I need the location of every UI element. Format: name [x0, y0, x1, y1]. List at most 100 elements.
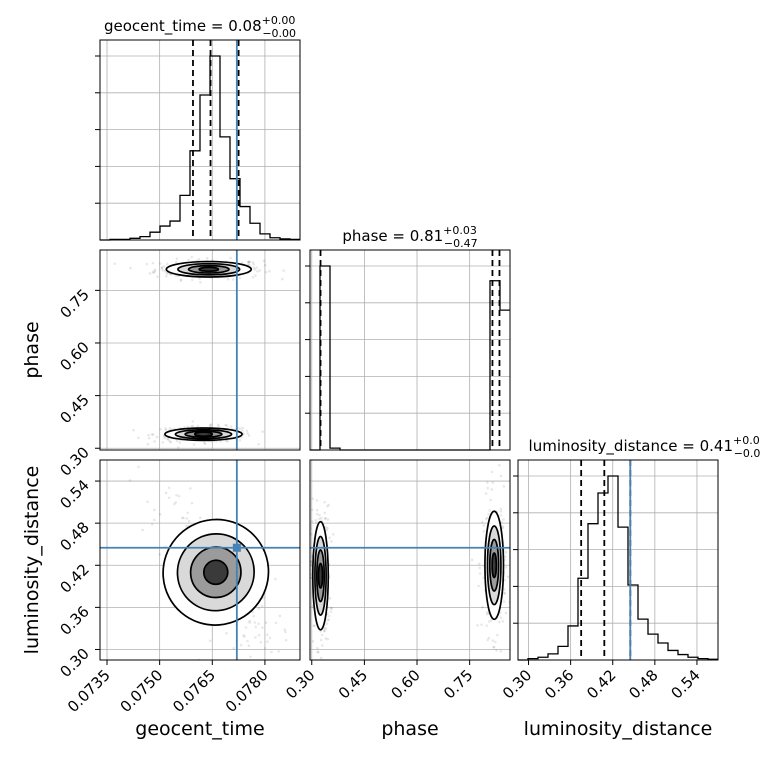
sample-point: [490, 470, 494, 474]
sample-point: [160, 266, 164, 270]
y-tick-label: 0.60: [56, 338, 92, 374]
sample-point: [482, 576, 485, 580]
sample-point: [253, 621, 257, 624]
sample-point: [164, 491, 168, 495]
sample-point: [486, 481, 489, 484]
sample-point: [486, 486, 490, 490]
sample-point: [192, 443, 196, 446]
sample-point: [257, 622, 260, 626]
sample-point: [182, 516, 185, 520]
sample-point: [501, 525, 505, 528]
y-tick-label: 0.45: [56, 391, 92, 427]
sample-point: [251, 260, 255, 264]
sample-point: [330, 606, 334, 610]
histogram-luminosity_distance: [518, 475, 718, 661]
sample-point: [484, 517, 488, 521]
sample-point: [323, 629, 326, 632]
sample-point: [274, 621, 278, 625]
sample-point: [329, 610, 333, 613]
sample-point: [485, 612, 489, 616]
x-tick-label: 0.45: [335, 666, 371, 702]
sample-point: [304, 561, 307, 564]
sample-point: [477, 562, 481, 566]
sample-point: [137, 465, 140, 469]
sample-point: [202, 441, 206, 445]
sample-point: [478, 572, 482, 575]
sample-point: [503, 592, 507, 595]
sample-point: [322, 629, 326, 633]
x-axis-luminosity_distance: 0.30 0.36 0.42 0.48 0.54 luminosity_distance: [499, 660, 712, 740]
sample-point: [495, 633, 499, 637]
x-axis-label-geocent_time: geocent_time: [135, 718, 264, 740]
sample-point: [501, 619, 505, 623]
sample-point: [169, 440, 173, 444]
sample-point: [499, 649, 503, 653]
sample-point: [146, 500, 149, 504]
sample-point: [197, 258, 201, 261]
sample-point: [168, 427, 172, 430]
sample-point: [173, 502, 176, 506]
sample-point: [487, 512, 490, 516]
diag-panel-luminosity_distance: luminosity_distance = 0.41+0.04−0.03: [513, 434, 760, 661]
y-tick-label: 0.42: [56, 560, 92, 596]
sample-point: [248, 619, 252, 623]
joint-panel-phase-luminosity_distance: [304, 459, 511, 661]
panel-title-geocent_time: geocent_time = 0.08+0.00 −0.00: [104, 14, 296, 40]
sample-point: [325, 528, 329, 532]
sample-point: [506, 575, 510, 579]
sample-point: [504, 550, 508, 554]
density-contour-4: [193, 431, 214, 438]
sample-point: [502, 600, 506, 603]
sample-point: [316, 650, 320, 654]
title-minus: −0.03: [734, 447, 760, 460]
sample-point: [481, 520, 484, 524]
y-axis-phase: 0.30 0.45 0.60 0.75 phase: [21, 285, 100, 480]
sample-point: [208, 423, 212, 427]
sample-point: [226, 440, 230, 443]
y-axis-luminosity_distance: 0.30 0.36 0.42 0.48 0.54 luminosity_distance: [21, 466, 100, 681]
sample-point: [246, 639, 249, 643]
sample-point: [161, 441, 164, 444]
sample-point: [320, 633, 324, 637]
sample-point: [252, 263, 256, 266]
sample-point: [470, 558, 474, 562]
sample-point: [183, 425, 186, 429]
x-tick-label: 0.48: [625, 666, 661, 702]
sample-point: [499, 507, 503, 511]
sample-point: [187, 258, 190, 262]
sample-point: [323, 500, 326, 504]
sample-point: [241, 426, 245, 430]
x-tick-label: 0.60: [387, 666, 423, 702]
x-tick-label: 0.0750: [117, 666, 167, 716]
sample-point: [248, 260, 251, 264]
sample-point: [129, 266, 132, 270]
sample-point: [254, 636, 257, 639]
sample-point: [208, 425, 212, 428]
density-contour-4: [198, 266, 220, 273]
sample-point: [268, 269, 271, 273]
sample-point: [244, 626, 248, 629]
sample-point: [490, 488, 494, 491]
sample-point: [208, 639, 212, 643]
panel-frame: [99, 39, 301, 241]
x-tick-label: 0.30: [282, 666, 318, 702]
sample-point: [255, 266, 258, 270]
sample-point: [318, 517, 321, 521]
sample-point: [480, 623, 483, 626]
sample-point: [165, 271, 168, 275]
sample-point: [310, 560, 313, 563]
sample-point: [150, 433, 154, 436]
x-tick-label: 0.54: [667, 666, 703, 702]
sample-point: [318, 513, 321, 517]
sample-point: [174, 274, 178, 278]
sample-point: [494, 640, 497, 644]
sample-point: [329, 607, 333, 610]
sample-point: [163, 436, 167, 440]
panel-frame: [309, 459, 511, 661]
density-contour-4: [491, 552, 498, 579]
y-axis-label-phase: phase: [21, 321, 43, 378]
sample-point: [310, 576, 313, 580]
sample-point: [243, 635, 246, 638]
sample-point: [174, 501, 178, 504]
